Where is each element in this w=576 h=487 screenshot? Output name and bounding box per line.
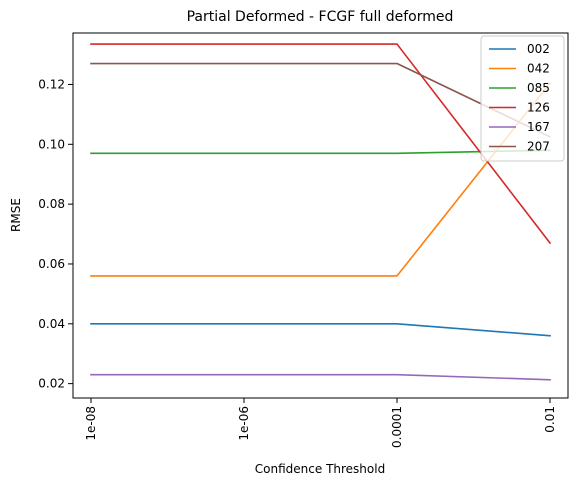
series-line-167 bbox=[90, 373, 551, 381]
x-axis: 1e-08 1e-06 0.0001 0.01 bbox=[84, 398, 557, 448]
y-tick-label: 0.10 bbox=[38, 137, 65, 151]
x-tick-label: 0.01 bbox=[543, 406, 557, 433]
legend-label-085: 085 bbox=[527, 81, 550, 95]
y-tick-label: 0.12 bbox=[38, 77, 65, 91]
legend-label-126: 126 bbox=[527, 101, 550, 115]
legend-label-207: 207 bbox=[527, 140, 550, 154]
legend: 002 042 085 126 167 207 bbox=[480, 35, 565, 162]
y-axis-label: RMSE bbox=[9, 198, 23, 232]
y-tick-label: 0.06 bbox=[38, 257, 65, 271]
x-tick-label: 1e-08 bbox=[84, 406, 98, 441]
series-line-002 bbox=[90, 322, 551, 337]
plot-frame bbox=[72, 32, 569, 399]
y-tick-label: 0.04 bbox=[38, 317, 65, 331]
y-tick-label: 0.08 bbox=[38, 197, 65, 211]
x-tick-label: 0.0001 bbox=[390, 406, 404, 448]
chart-title: Partial Deformed - FCGF full deformed bbox=[187, 9, 454, 25]
y-tick-label: 0.02 bbox=[38, 377, 65, 391]
y-axis: 0.02 0.04 0.06 0.08 0.10 0.12 bbox=[38, 77, 73, 391]
legend-box bbox=[480, 35, 565, 162]
x-tick-label: 1e-06 bbox=[237, 406, 251, 441]
series-line-126 bbox=[90, 43, 552, 245]
legend-label-042: 042 bbox=[527, 62, 550, 76]
x-axis-label: Confidence Threshold bbox=[255, 462, 385, 476]
legend-label-002: 002 bbox=[527, 42, 550, 56]
legend-label-167: 167 bbox=[527, 120, 550, 134]
